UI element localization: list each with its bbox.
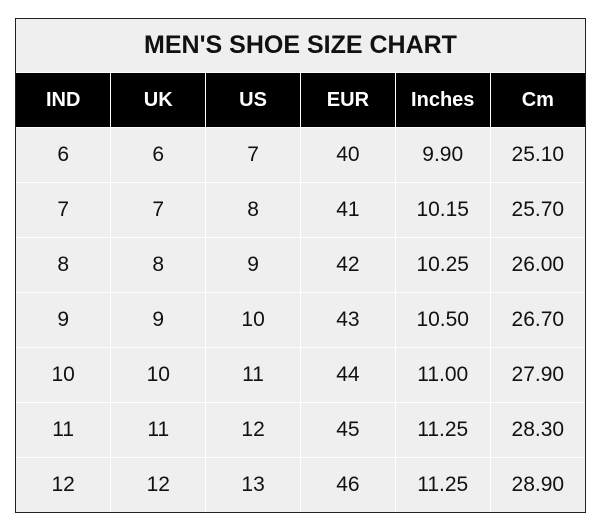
- table-cell: 9.90: [395, 127, 491, 183]
- header-row: IND UK US EUR Inches Cm: [16, 73, 585, 128]
- table-cell: 6: [110, 127, 207, 183]
- table-cell: 28.90: [511, 473, 565, 496]
- table-row: 11 11 12 45 11.25 28.30: [16, 402, 585, 458]
- table-cell: 12: [110, 457, 207, 512]
- table-cell: 27.90: [490, 347, 585, 403]
- table-row: 7 7 8 41 10.15 25.70: [16, 182, 585, 238]
- table-cell: 28.30: [490, 402, 585, 458]
- table-cell: 43: [300, 292, 396, 348]
- size-chart: MEN'S SHOE SIZE CHART IND UK US EUR Inches Cm…: [15, 18, 586, 513]
- table-cell: 11: [205, 347, 301, 403]
- table-cell: 11.00: [395, 347, 491, 403]
- table-cell: 8: [110, 237, 207, 293]
- table-cell: 9: [205, 237, 301, 293]
- column-header: UK: [110, 73, 207, 128]
- table-cell: 11: [110, 402, 207, 458]
- table-cell: 11.25: [395, 402, 491, 458]
- table-cell: 11.25: [395, 457, 491, 512]
- table-row: 12 12 13 46 11.25 28.90: [16, 457, 585, 512]
- table-row: 9 9 10 43 10.50 26.70: [16, 292, 585, 348]
- table-row: 6 6 7 40 9.90 25.10: [16, 127, 585, 183]
- table-cell: 11: [16, 402, 112, 458]
- column-header: EUR: [300, 73, 396, 128]
- table-cell: 44: [300, 347, 396, 403]
- column-header: Inches: [395, 73, 491, 128]
- table-cell: 10: [16, 347, 112, 403]
- table-cell: 25.70: [490, 182, 585, 238]
- table-cell: 6: [16, 127, 112, 183]
- size-table: IND UK US EUR Inches Cm 6 6 7 40 9.90 25.10 7 7 8 41 10…: [16, 73, 585, 512]
- table-cell: 26.70: [490, 292, 585, 348]
- table-cell: 7: [205, 127, 301, 183]
- table-cell: 12: [16, 457, 112, 512]
- table-cell: 10.50: [395, 292, 491, 348]
- table-cell: 10.25: [395, 237, 491, 293]
- table-cell: 9: [16, 292, 112, 348]
- table-cell: 10: [110, 347, 207, 403]
- table-cell: 40: [300, 127, 396, 183]
- table-cell: 7: [16, 182, 112, 238]
- table-cell: 8: [16, 237, 112, 293]
- column-header: US: [205, 73, 301, 128]
- table-cell: 7: [110, 182, 207, 238]
- table-cell: 8: [205, 182, 301, 238]
- table-row: 10 10 11 44 11.00 27.90: [16, 347, 585, 403]
- table-cell: 13: [205, 457, 301, 512]
- chart-title: MEN'S SHOE SIZE CHART: [16, 19, 585, 73]
- table-cell: 10.15: [395, 182, 491, 238]
- table-cell: 42: [300, 237, 396, 293]
- table-row: 8 8 9 42 10.25 26.00: [16, 237, 585, 293]
- table-cell: 12: [205, 402, 301, 458]
- column-header: IND: [16, 73, 112, 128]
- table-cell: 25.10: [490, 127, 585, 183]
- table-cell: 45: [300, 402, 396, 458]
- table-cell: 26.00: [490, 237, 585, 293]
- table-cell: 10: [205, 292, 301, 348]
- table-cell: 46: [300, 457, 396, 512]
- table-cell: 41: [300, 182, 396, 238]
- column-header: Cm: [490, 73, 585, 128]
- table-cell: 9: [110, 292, 207, 348]
